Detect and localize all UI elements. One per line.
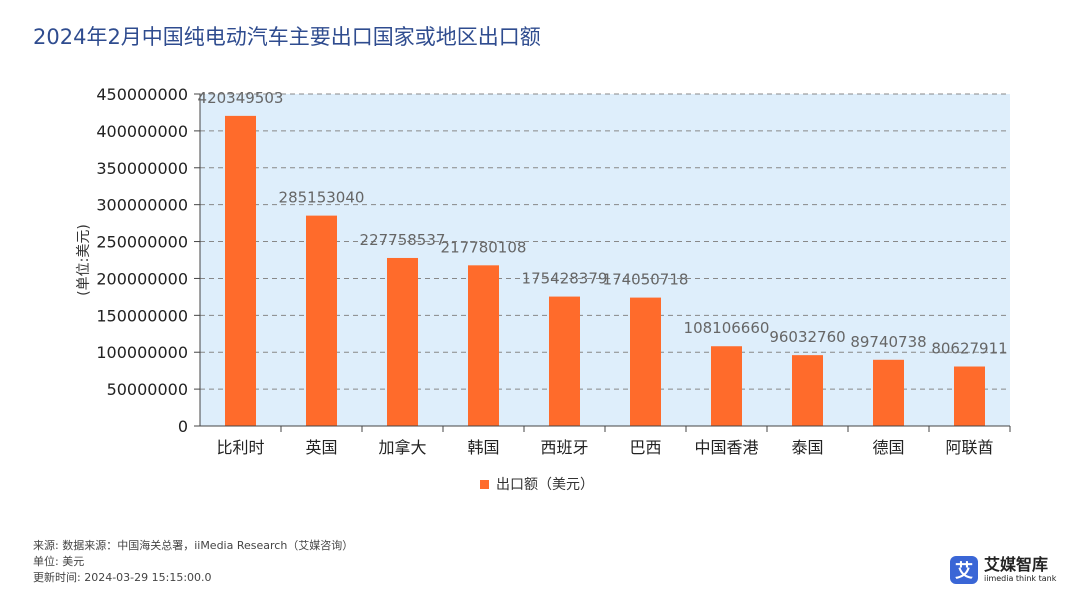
- data-label: 80627911: [931, 340, 1007, 358]
- logo-subtitle: iimedia think tank: [984, 574, 1057, 583]
- x-tick-label: 中国香港: [694, 438, 758, 457]
- y-tick-label: 300000000: [96, 196, 188, 215]
- data-label: 227758537: [360, 231, 446, 249]
- x-tick-label: 比利时: [216, 438, 264, 457]
- y-axis-label: (单位:美元): [76, 224, 92, 296]
- data-label: 217780108: [441, 238, 527, 256]
- x-tick-label: 泰国: [791, 438, 823, 457]
- y-tick-label: 150000000: [96, 306, 188, 325]
- data-label: 108106660: [684, 319, 770, 337]
- x-tick-label: 英国: [305, 438, 337, 457]
- logo-name: 艾媒智库: [984, 555, 1049, 574]
- chart-title: 2024年2月中国纯电动汽车主要出口国家或地区出口额: [33, 25, 541, 49]
- y-tick-label: 100000000: [96, 343, 188, 362]
- legend-label: 出口额（美元）: [496, 477, 594, 493]
- logo-icon: 艾: [950, 556, 978, 584]
- data-label: 96032760: [769, 328, 845, 346]
- x-tick-label: 阿联酋: [945, 438, 993, 457]
- y-tick-label: 450000000: [96, 85, 188, 104]
- footer: 来源: 数据来源：中国海关总署，iiMedia Research（艾媒咨询） 单…: [33, 538, 363, 586]
- x-tick-label: 德国: [872, 438, 904, 457]
- y-tick-label: 350000000: [96, 159, 188, 178]
- bar-chart: 0 50000000 100000000 150000000 200000000 2500…: [76, 85, 1011, 457]
- x-tick-label: 加拿大: [378, 438, 426, 457]
- bar: [225, 115, 256, 426]
- bar: [954, 366, 985, 426]
- bar: [792, 355, 823, 426]
- bar: [549, 296, 580, 426]
- bar: [711, 346, 742, 426]
- y-tick-label: 250000000: [96, 233, 188, 252]
- y-tick-label: 400000000: [96, 122, 188, 141]
- y-tick-label: 50000000: [107, 380, 188, 399]
- unit-note: 单位: 美元: [33, 555, 85, 568]
- x-tick-label: 西班牙: [540, 438, 588, 457]
- data-label: 174050718: [603, 271, 689, 289]
- update-time: 更新时间: 2024-03-29 15:15:00.0: [33, 571, 212, 584]
- legend-swatch: [480, 479, 489, 489]
- bar: [306, 215, 337, 426]
- brand-logo: 艾 艾媒智库 iimedia think tank: [950, 556, 1056, 584]
- y-tick-label: 0: [178, 417, 188, 436]
- data-label: 420349503: [198, 89, 284, 107]
- data-label: 285153040: [279, 189, 365, 207]
- legend: 出口额（美元）: [480, 474, 594, 494]
- x-tick-label: 韩国: [467, 438, 499, 457]
- data-label: 175428379: [522, 270, 608, 288]
- bar: [468, 265, 499, 426]
- y-tick-label: 200000000: [96, 269, 188, 288]
- source-note: 来源: 数据来源：中国海关总署，iiMedia Research（艾媒咨询）: [33, 539, 354, 552]
- x-tick-label: 巴西: [629, 438, 661, 457]
- data-label: 89740738: [850, 333, 926, 351]
- bar: [873, 359, 904, 426]
- bar: [630, 297, 661, 426]
- bar: [387, 257, 418, 426]
